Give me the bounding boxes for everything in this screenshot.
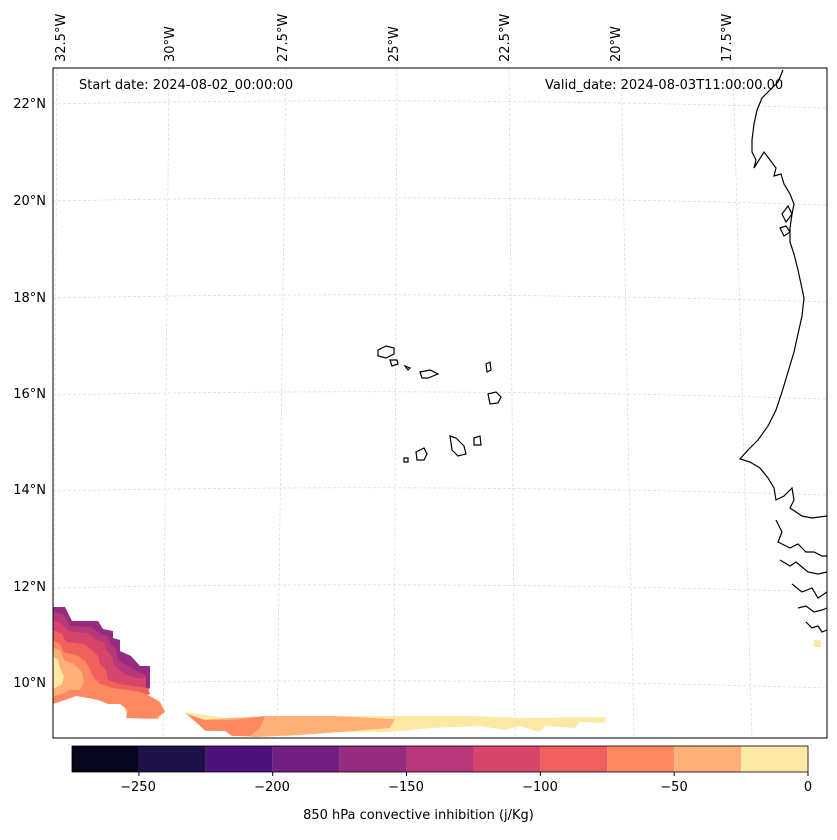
contour-band-50-75-south (187, 714, 265, 736)
parallel-18n (52, 294, 828, 303)
cin-contour-fill (53, 607, 821, 737)
colorbar-swatch (138, 746, 206, 772)
island-boa-vista (487, 391, 502, 405)
meridian-27-5w (276, 67, 287, 739)
coast-detail-3 (779, 559, 828, 575)
island-brava (403, 457, 409, 463)
contour-band-50-75 (53, 640, 165, 718)
lon-label-17-5w: 17.5°W (720, 13, 735, 62)
coast-detail-5 (797, 605, 828, 613)
colorbar-label: 850 hPa convective inhibition (j/Kg) (303, 808, 534, 823)
parallel-14n (52, 487, 828, 496)
meridian-20w (620, 67, 635, 739)
colorbar-swatches (72, 746, 808, 772)
contour-band-0-25-west (53, 656, 64, 688)
lon-label-30w: 30°W (163, 26, 178, 62)
colorbar-swatch (406, 746, 474, 772)
lat-label-18n: 18°N (13, 291, 46, 306)
lat-label-14n: 14°N (13, 483, 46, 498)
colorbar-tick-label: −100 (522, 780, 558, 795)
coastlines (377, 69, 828, 633)
colorbar-ticks (138, 772, 809, 776)
meridian-22-5w (508, 67, 516, 739)
colorbar-swatch (473, 746, 541, 772)
lon-label-32-5w: 32.5°W (54, 13, 69, 62)
parallel-22n (52, 100, 828, 109)
colorbar-tick-label: −50 (660, 780, 688, 795)
lat-label-16n: 16°N (13, 387, 46, 402)
colorbar-swatch (272, 746, 340, 772)
parallel-10n (52, 680, 828, 689)
parallel-12n (52, 584, 828, 593)
parallel-20n (52, 197, 828, 206)
colorbar (71, 745, 809, 776)
island-sal (485, 361, 492, 373)
meridian-30w (162, 67, 170, 739)
coast-detail-2 (775, 519, 827, 557)
valid-date-label: Valid_date: 2024-08-03T11:00:00.00 (545, 78, 784, 93)
colorbar-tick-label: −150 (388, 780, 424, 795)
colorbar-tick-label: −200 (254, 780, 290, 795)
lat-label-22n: 22°N (13, 97, 46, 112)
map-frame (52, 67, 828, 739)
colorbar-tick-label: 0 (803, 780, 813, 795)
coast-detail-1 (779, 225, 791, 237)
colorbar-swatch (674, 746, 742, 772)
canary-outline (781, 204, 793, 224)
colorbar-swatch (339, 746, 407, 772)
colorbar-swatch (205, 746, 273, 772)
island-santiago (449, 435, 467, 457)
colorbar-swatch (540, 746, 608, 772)
lat-label-10n: 10°N (13, 676, 46, 691)
lon-label-22-5w: 22.5°W (498, 13, 513, 62)
colorbar-swatch (741, 746, 808, 772)
island-santa-luzia (403, 364, 412, 371)
meridian-17-5w (732, 67, 753, 739)
coast-detail-4 (791, 583, 828, 599)
island-sao-vicente (389, 359, 399, 367)
island-fogo (415, 447, 428, 461)
lon-label-27-5w: 27.5°W (276, 13, 291, 62)
contour-band-0-25-east-speck (814, 640, 821, 647)
meridian-25w (393, 67, 398, 739)
parallel-16n (52, 391, 828, 400)
lat-label-12n: 12°N (13, 580, 46, 595)
coast-detail-6 (805, 621, 828, 633)
colorbar-swatch (607, 746, 675, 772)
meridian-32-5w (52, 67, 58, 739)
gridlines (52, 67, 828, 739)
start-date-label: Start date: 2024-08-02_00:00:00 (79, 78, 294, 93)
colorbar-swatch (72, 746, 139, 772)
lat-label-20n: 20°N (13, 194, 46, 209)
colorbar-tick-label: −250 (120, 780, 156, 795)
africa-coastline (738, 69, 828, 519)
colorbar-frame (71, 745, 809, 773)
lon-label-20w: 20°W (609, 26, 624, 62)
island-santo-antao (377, 345, 395, 359)
island-maio (473, 435, 482, 446)
lon-label-25w: 25°W (387, 26, 402, 62)
island-sao-nicolau (419, 369, 440, 379)
